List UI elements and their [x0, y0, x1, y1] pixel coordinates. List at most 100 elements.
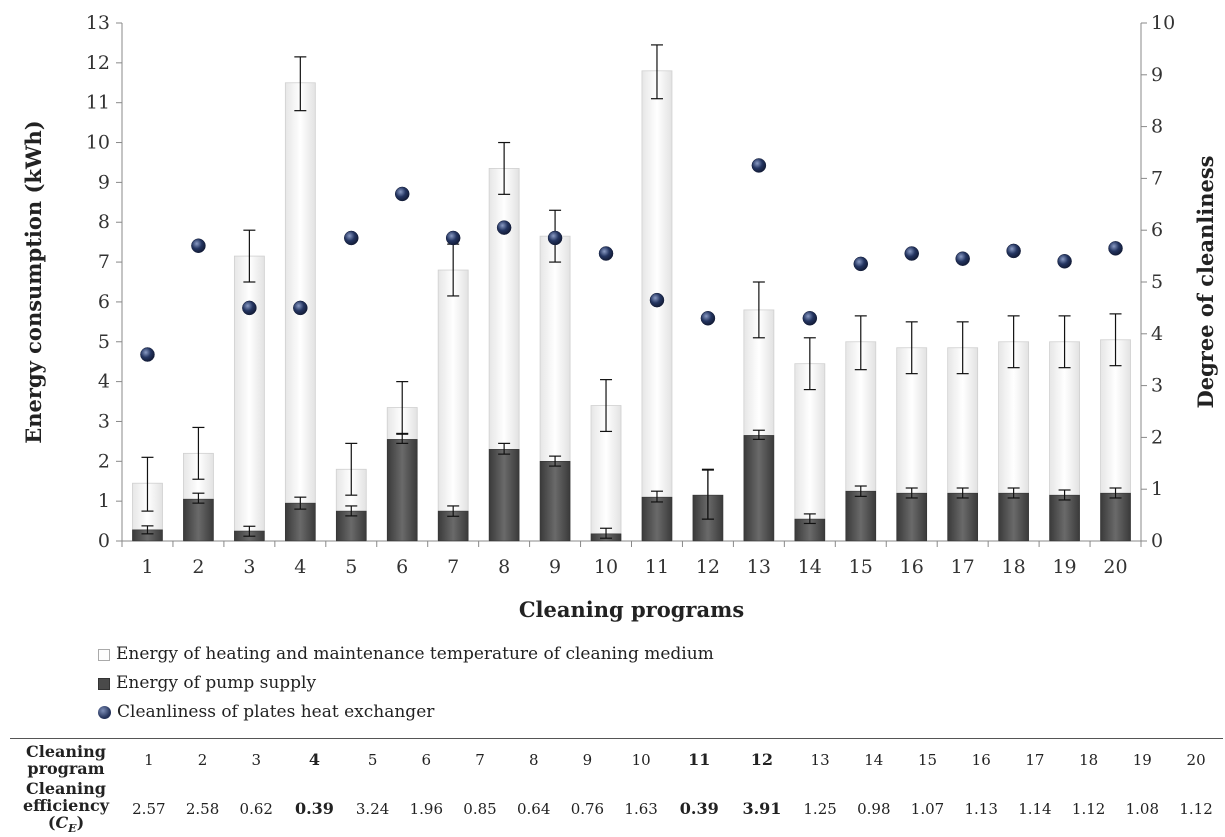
y2-tick-label: 1 — [1151, 478, 1163, 500]
program-cell: 13 — [810, 750, 830, 769]
x-tick-label: 13 — [747, 556, 771, 578]
program-cell: 8 — [528, 750, 539, 769]
efficiency-cell: 1.14 — [1018, 799, 1052, 818]
y2-tick-label: 4 — [1151, 323, 1163, 345]
heating-energy-bar — [437, 269, 469, 542]
x-tick-label: 11 — [645, 556, 669, 578]
cleanliness-point — [547, 230, 563, 246]
cleanliness-point — [191, 238, 206, 253]
cleanliness-point — [140, 347, 155, 362]
efficiency-cell: 1.12 — [1071, 799, 1106, 818]
cleanliness-point — [242, 300, 257, 316]
y-tick-label: 3 — [98, 410, 110, 432]
x-tick-label: 15 — [849, 556, 873, 578]
x-axis-title: Cleaning programs — [519, 597, 744, 622]
legend-label-cleanliness: Cleanliness of plates heat exchanger — [117, 702, 435, 722]
y2-tick-label: 6 — [1151, 219, 1163, 241]
y-tick-label: 6 — [98, 291, 110, 313]
efficiency-cell: 1.25 — [803, 799, 837, 818]
y-tick-label: 13 — [86, 12, 110, 34]
efficiency-symbol-subscript: E — [68, 822, 77, 836]
efficiency-cell: 0.39 — [679, 799, 719, 819]
x-tick-label: 17 — [951, 556, 975, 578]
y2-tick-label: 2 — [1151, 426, 1163, 448]
pump-energy-bar — [641, 496, 673, 542]
program-cell: 6 — [421, 750, 432, 769]
legend-item-pump: Energy of pump supply — [98, 669, 714, 698]
cleanliness-point — [751, 158, 767, 173]
efficiency-table: Cleaning program 1 2 3 4 5 6 7 8 9 10 11 12 13 14 15 16… — [10, 738, 1223, 837]
program-cell: 16 — [971, 750, 991, 769]
x-tick-label: 16 — [900, 556, 924, 578]
program-cell: 18 — [1079, 750, 1099, 769]
legend-label-pump: Energy of pump supply — [116, 673, 317, 693]
program-row: Cleaning program 1 2 3 4 5 6 7 8 9 10 11 12 13 14 15 16… — [10, 739, 1223, 780]
cleanliness-point — [598, 246, 614, 261]
y2-tick-label: 10 — [1151, 12, 1175, 34]
cleanliness-point — [649, 292, 665, 308]
efficiency-cell: 1.08 — [1125, 799, 1160, 818]
cleanliness-point — [445, 230, 461, 246]
efficiency-cell: 0.98 — [857, 799, 891, 818]
heating-energy-bar — [233, 255, 265, 542]
pump-energy-bar — [998, 492, 1029, 542]
y-tick-label: 9 — [98, 171, 110, 193]
efficiency-cell: 1.12 — [1179, 799, 1213, 818]
program-cell: 5 — [367, 750, 378, 769]
y2-tick-label: 3 — [1151, 375, 1163, 397]
pump-energy-bar — [386, 439, 418, 542]
x-tick-label: 4 — [294, 556, 306, 578]
y-tick-label: 0 — [98, 530, 110, 552]
program-cell: 1 — [144, 750, 154, 769]
efficiency-cell: 3.24 — [355, 799, 390, 818]
efficiency-cell: 1.07 — [910, 799, 945, 818]
x-tick-label: 5 — [345, 556, 357, 578]
efficiency-cell: 0.76 — [570, 799, 605, 818]
program-cell: 3 — [251, 750, 262, 769]
y2-tick-label: 0 — [1151, 530, 1163, 552]
legend-item-cleanliness: Cleanliness of plates heat exchanger — [98, 698, 714, 727]
cleanliness-point — [802, 311, 818, 326]
pump-energy-bar — [488, 449, 520, 542]
y2-tick-label: 5 — [1151, 271, 1163, 293]
y2-axis-title: Degree of cleanliness — [1193, 156, 1218, 409]
y2-tick-label: 7 — [1151, 167, 1163, 189]
program-row-label: Cleaning program — [26, 741, 106, 778]
cleanliness-point — [955, 251, 970, 266]
heating-energy-bar — [794, 363, 826, 542]
pump-energy-bar — [1049, 494, 1080, 542]
cleanliness-point — [1108, 241, 1123, 256]
pump-energy-bar — [183, 498, 214, 542]
program-cell: 4 — [308, 750, 320, 769]
y2-tick-label: 9 — [1151, 64, 1163, 86]
efficiency-cell: 0.62 — [239, 799, 273, 818]
cleanliness-point — [1006, 243, 1021, 259]
cleanliness-point — [496, 220, 512, 235]
pump-energy-bar — [947, 492, 978, 542]
pump-energy-bar — [1100, 492, 1131, 542]
y-tick-label: 1 — [98, 490, 110, 512]
chart-legend: Energy of heating and maintenance temper… — [98, 640, 714, 727]
legend-item-heating: Energy of heating and maintenance temper… — [98, 640, 714, 669]
program-cell: 19 — [1132, 750, 1152, 769]
efficiency-row: Cleaning efficiency (CE) 2.57 2.58 0.62 0.3… — [10, 780, 1223, 837]
x-tick-label: 20 — [1103, 556, 1127, 578]
program-cell: 9 — [582, 750, 593, 769]
x-tick-label: 8 — [498, 556, 510, 578]
efficiency-cell: 2.58 — [185, 799, 220, 818]
y-tick-label: 12 — [86, 52, 110, 74]
y-tick-label: 5 — [98, 331, 110, 353]
cleanliness-point — [853, 256, 869, 272]
x-tick-label: 10 — [594, 556, 618, 578]
x-tick-label: 2 — [192, 556, 204, 578]
x-tick-label: 19 — [1052, 556, 1076, 578]
efficiency-cell: 1.96 — [409, 799, 443, 818]
program-cell: 2 — [197, 750, 208, 769]
efficiency-cell: 3.91 — [742, 799, 782, 819]
program-cell: 10 — [631, 750, 651, 769]
efficiency-cell: 1.63 — [624, 799, 658, 818]
efficiency-cell: 0.64 — [517, 799, 551, 818]
x-tick-label: 1 — [141, 556, 153, 578]
program-cell: 20 — [1186, 750, 1206, 769]
